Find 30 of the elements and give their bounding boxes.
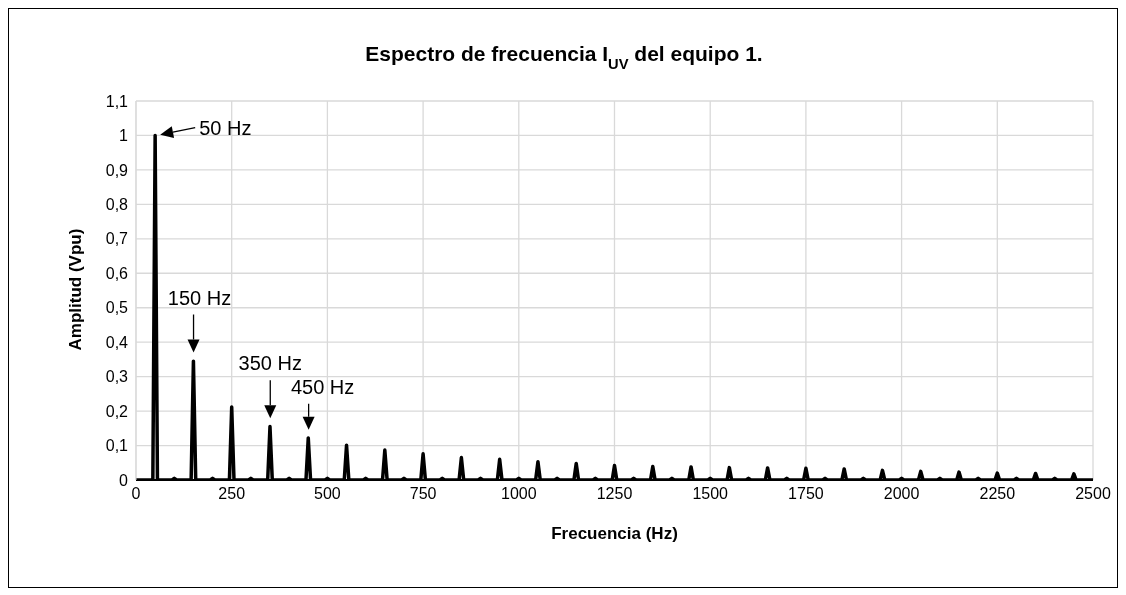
y-tick-label: 0,1: [105, 437, 129, 455]
x-tick-label: 2000: [883, 485, 920, 503]
x-tick-label: 1000: [501, 485, 537, 503]
y-tick-label: 1,1: [105, 92, 129, 110]
x-tick-label: 2250: [979, 485, 1016, 503]
x-tick-label: 1250: [596, 485, 633, 503]
y-tick-label: 0,5: [105, 299, 129, 317]
y-axis-title: Amplitud (Vpu): [66, 228, 86, 351]
y-tick-label: 0,7: [105, 230, 129, 248]
x-tick-label: 1500: [692, 485, 729, 503]
x-tick-label: 500: [314, 485, 341, 503]
y-tick-label: 0,9: [105, 161, 129, 179]
x-axis-title: Frecuencia (Hz): [551, 524, 678, 543]
x-tick-label: 750: [409, 485, 437, 503]
x-tick-label: 0: [131, 485, 141, 503]
y-tick-label: 0,2: [105, 402, 129, 420]
y-tick-label: 0,4: [105, 333, 129, 351]
annotation: 150 Hz: [167, 286, 232, 309]
y-tick-label: 0,3: [105, 368, 129, 386]
chart-title: Espectro de frecuencia I$_{UV}$ del equipo 1.: [365, 42, 763, 72]
annotation: 350 Hz: [238, 352, 302, 375]
y-tick-label: 1: [119, 127, 129, 145]
y-tick-label: 0,8: [105, 196, 129, 214]
y-tick-label: 0,6: [105, 264, 129, 282]
annotation: 50 Hz: [199, 116, 252, 139]
y-tick-label: 0: [119, 471, 129, 489]
x-tick-label: 2500: [1075, 485, 1111, 503]
annotation: 450 Hz: [290, 375, 355, 398]
x-tick-label: 250: [218, 485, 246, 503]
x-tick-label: 1750: [788, 485, 824, 503]
